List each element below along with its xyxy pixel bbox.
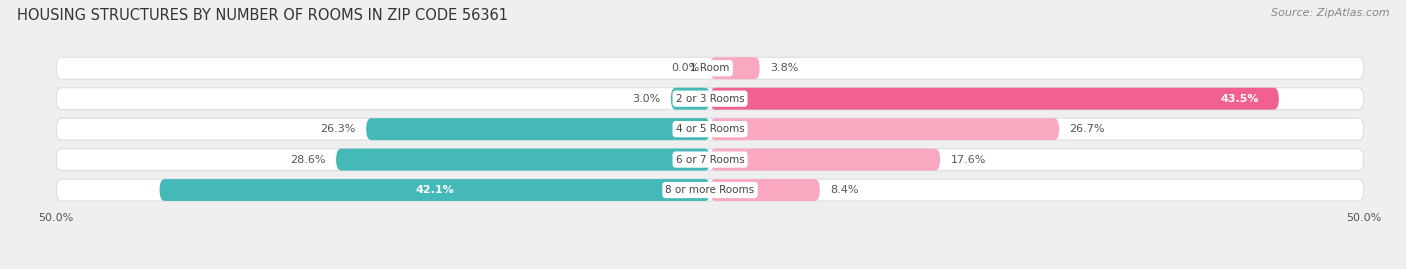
Text: Source: ZipAtlas.com: Source: ZipAtlas.com: [1271, 8, 1389, 18]
FancyBboxPatch shape: [56, 57, 1364, 79]
Text: 3.8%: 3.8%: [770, 63, 799, 73]
Text: 8.4%: 8.4%: [831, 185, 859, 195]
FancyBboxPatch shape: [710, 57, 759, 79]
Text: 4 or 5 Rooms: 4 or 5 Rooms: [676, 124, 744, 134]
FancyBboxPatch shape: [710, 148, 941, 171]
Text: 6 or 7 Rooms: 6 or 7 Rooms: [676, 155, 744, 165]
Text: 43.5%: 43.5%: [1220, 94, 1260, 104]
FancyBboxPatch shape: [710, 179, 820, 201]
Text: 17.6%: 17.6%: [950, 155, 986, 165]
Text: 26.3%: 26.3%: [321, 124, 356, 134]
Text: 42.1%: 42.1%: [415, 185, 454, 195]
FancyBboxPatch shape: [366, 118, 710, 140]
Text: 26.7%: 26.7%: [1070, 124, 1105, 134]
FancyBboxPatch shape: [671, 88, 710, 110]
Text: 28.6%: 28.6%: [290, 155, 326, 165]
FancyBboxPatch shape: [56, 118, 1364, 140]
FancyBboxPatch shape: [336, 148, 710, 171]
Text: 2 or 3 Rooms: 2 or 3 Rooms: [676, 94, 744, 104]
Text: 8 or more Rooms: 8 or more Rooms: [665, 185, 755, 195]
FancyBboxPatch shape: [56, 88, 1364, 110]
Text: 3.0%: 3.0%: [633, 94, 661, 104]
FancyBboxPatch shape: [56, 179, 1364, 201]
Text: 0.0%: 0.0%: [671, 63, 700, 73]
FancyBboxPatch shape: [56, 148, 1364, 171]
Text: HOUSING STRUCTURES BY NUMBER OF ROOMS IN ZIP CODE 56361: HOUSING STRUCTURES BY NUMBER OF ROOMS IN…: [17, 8, 508, 23]
FancyBboxPatch shape: [710, 88, 1279, 110]
Text: 1 Room: 1 Room: [690, 63, 730, 73]
FancyBboxPatch shape: [159, 179, 710, 201]
FancyBboxPatch shape: [710, 118, 1059, 140]
